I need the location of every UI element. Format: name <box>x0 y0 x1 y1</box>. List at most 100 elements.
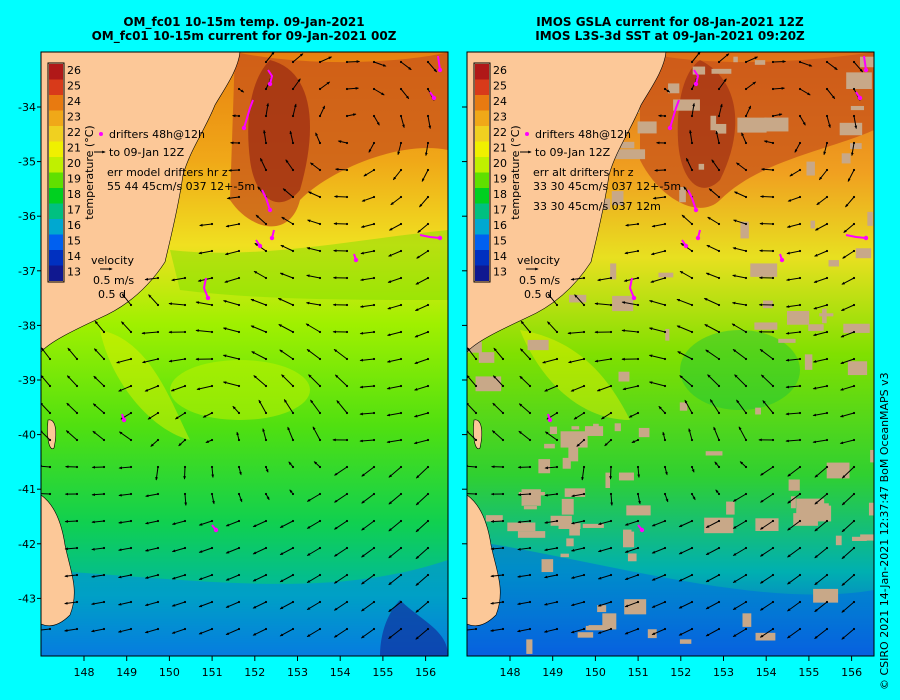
current-vector <box>823 142 828 156</box>
current-vector <box>279 601 294 610</box>
current-vector <box>597 601 612 607</box>
current-vector <box>232 405 240 414</box>
current-vector <box>225 574 240 581</box>
colorbar-swatch <box>475 110 489 126</box>
current-vector <box>718 53 730 63</box>
right-map-frame <box>466 51 875 657</box>
nodata-patch <box>560 553 569 558</box>
current-vector <box>759 628 774 638</box>
current-vector <box>287 426 294 441</box>
current-vector <box>516 628 531 633</box>
current-vector <box>732 601 747 611</box>
current-vector <box>759 466 774 476</box>
current-vector <box>787 574 801 585</box>
current-vector <box>853 115 858 130</box>
current-vector <box>333 493 348 503</box>
current-vector <box>733 191 747 198</box>
drifter-track <box>693 69 700 85</box>
current-vector <box>625 223 639 227</box>
nodata-patch <box>544 443 555 449</box>
colorbar-tick-label: 20 <box>493 157 507 170</box>
current-vector <box>843 223 855 233</box>
current-vector <box>41 402 51 414</box>
colorbar-tick-label: 18 <box>493 188 507 201</box>
current-vector <box>705 272 720 279</box>
current-vector <box>812 439 828 444</box>
nodata-patch <box>726 501 735 515</box>
colorbar-label: temperature (°C) <box>83 125 96 219</box>
current-vector <box>170 385 186 392</box>
current-vector <box>198 520 213 526</box>
colorbar-tick-label: 17 <box>493 204 507 217</box>
current-vector <box>624 250 639 255</box>
current-vector <box>847 169 855 183</box>
current-vector <box>225 223 240 228</box>
nodata-patch <box>638 427 650 438</box>
lon-tick-label: 151 <box>628 666 649 679</box>
colorbar-tick-label: 24 <box>493 95 507 108</box>
current-vector <box>732 349 747 360</box>
current-vector <box>388 574 402 586</box>
drifter-position <box>667 125 673 131</box>
velocity-legend-title: velocity <box>517 254 560 267</box>
nodata-patch <box>855 248 872 259</box>
colorbar-tick-label: 16 <box>493 219 507 232</box>
colorbar-tick-label: 20 <box>67 157 81 170</box>
current-vector <box>684 399 693 414</box>
current-vector <box>150 439 159 447</box>
current-vector <box>840 358 855 364</box>
nodata-patch <box>850 143 862 149</box>
nodata-patch <box>624 599 647 615</box>
current-vector <box>542 358 558 364</box>
nodata-patch <box>679 639 692 644</box>
current-vector <box>652 196 666 200</box>
current-vector <box>211 466 215 478</box>
current-vector <box>718 78 727 90</box>
current-vector <box>198 601 213 608</box>
current-vector <box>373 115 380 126</box>
nodata-patch <box>561 498 574 515</box>
current-vector <box>359 385 375 389</box>
current-vector <box>258 399 267 414</box>
current-vector <box>265 52 275 63</box>
velocity-legend-time: 0.5 d <box>98 288 126 301</box>
current-vector <box>705 574 720 583</box>
current-vector <box>359 331 375 335</box>
colorbar-tick-label: 24 <box>67 95 81 108</box>
current-vector <box>415 574 429 586</box>
colorbar-swatch <box>49 234 63 250</box>
current-vector <box>228 168 240 172</box>
current-vector <box>841 466 855 479</box>
drifter-position <box>241 125 247 131</box>
current-vector <box>814 223 828 231</box>
current-vector <box>93 348 105 360</box>
current-vector <box>543 628 558 633</box>
current-vector <box>664 88 671 93</box>
nodata-patch <box>637 121 657 134</box>
current-vector <box>288 461 294 468</box>
current-vector <box>178 439 186 447</box>
latitude-axis: -34 -35 -36 -37 -38 -39 -40 -41 -42 -43 <box>18 101 467 605</box>
current-vector <box>707 374 720 387</box>
current-vector <box>624 547 639 553</box>
current-vector <box>840 385 855 391</box>
current-vector <box>772 86 786 90</box>
current-vector <box>388 547 402 559</box>
current-vector <box>144 601 159 607</box>
current-vector <box>786 628 801 639</box>
colorbar-tick-label: 16 <box>67 219 81 232</box>
current-vector <box>118 466 132 470</box>
nodata-patch <box>737 117 767 133</box>
current-vector <box>841 601 855 613</box>
current-vector <box>841 493 855 506</box>
left-legend: 26 25 24 23 22 21 20 19 18 17 16 15 14 13 temperature … <box>47 62 255 301</box>
current-vector <box>703 297 720 306</box>
current-vector <box>812 412 828 417</box>
nodata-patch <box>698 163 705 170</box>
colorbar-swatch <box>49 95 63 111</box>
current-vector <box>544 385 558 392</box>
current-vector <box>543 574 558 579</box>
colorbar-swatch <box>475 219 489 235</box>
right-map-panel <box>467 52 874 656</box>
drifter-position <box>693 81 699 87</box>
